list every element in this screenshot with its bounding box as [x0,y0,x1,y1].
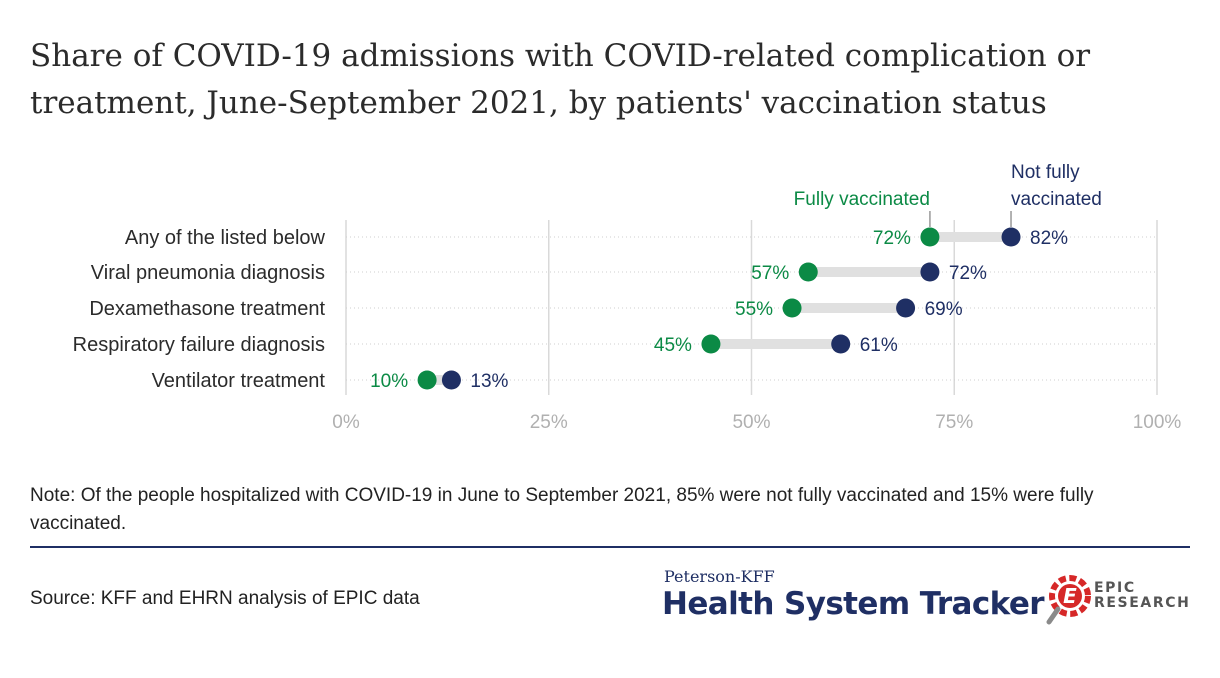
epic-text-line2: RESEARCH [1094,595,1191,611]
not-fully-vaccinated-value: 72% [949,263,987,284]
category-label: Any of the listed below [125,227,326,249]
fully-vaccinated-value: 45% [654,335,692,356]
category-label: Respiratory failure diagnosis [73,334,325,356]
not-fully-vaccinated-dot [831,334,851,354]
x-tick-label: 0% [332,412,360,433]
fully-vaccinated-dot [920,227,940,247]
brand-health-system-tracker: Health System Tracker [662,586,1045,622]
fully-vaccinated-dot [701,334,721,354]
not-fully-vaccinated-dot [1001,227,1021,247]
x-tick-label: 25% [530,412,568,433]
chart-note: Note: Of the people hospitalized with CO… [30,485,1094,534]
fully-vaccinated-dot [417,370,437,390]
chart-title: Share of COVID-19 admissions with COVID-… [30,38,1091,121]
not-fully-vaccinated-dot [896,298,916,318]
legend-not-fully-line1: Not fully [1011,162,1080,183]
fully-vaccinated-value: 10% [370,371,408,392]
not-fully-vaccinated-dot [920,262,940,282]
x-tick-label: 100% [1133,412,1182,433]
svg-text:E: E [1063,584,1077,608]
not-fully-vaccinated-value: 69% [925,299,963,320]
not-fully-vaccinated-value: 82% [1030,228,1068,249]
fully-vaccinated-value: 55% [735,299,773,320]
divider [30,546,1190,548]
legend-not-fully-vaccinated: Not fully vaccinated [1011,162,1102,210]
not-fully-vaccinated-dot [441,370,461,390]
category-label: Dexamethasone treatment [89,298,325,320]
not-fully-vaccinated-value: 13% [470,371,508,392]
source-text: Source: KFF and EHRN analysis of EPIC da… [30,588,420,609]
brand-peterson-kff: Peterson-KFF [664,567,775,586]
x-tick-label: 75% [935,412,973,433]
fully-vaccinated-dot [782,298,802,318]
legend-not-fully-line2: vaccinated [1011,189,1102,210]
category-label: Viral pneumonia diagnosis [91,262,325,284]
epic-text-line1: EPIC [1094,580,1136,596]
x-tick-label: 50% [732,412,770,433]
fully-vaccinated-value: 72% [873,228,911,249]
category-label: Ventilator treatment [152,370,326,392]
epic-research-wordmark: EPIC RESEARCH [1094,581,1190,611]
fully-vaccinated-dot [798,262,818,282]
not-fully-vaccinated-value: 61% [860,335,898,356]
fully-vaccinated-value: 57% [751,263,789,284]
epic-research-logo-icon: E [1046,575,1091,625]
dot-plot-chart: 0% 25% 50% 75% 100% Any of the listed below 72… [73,162,1182,433]
legend-fully-vaccinated: Fully vaccinated [794,189,930,210]
